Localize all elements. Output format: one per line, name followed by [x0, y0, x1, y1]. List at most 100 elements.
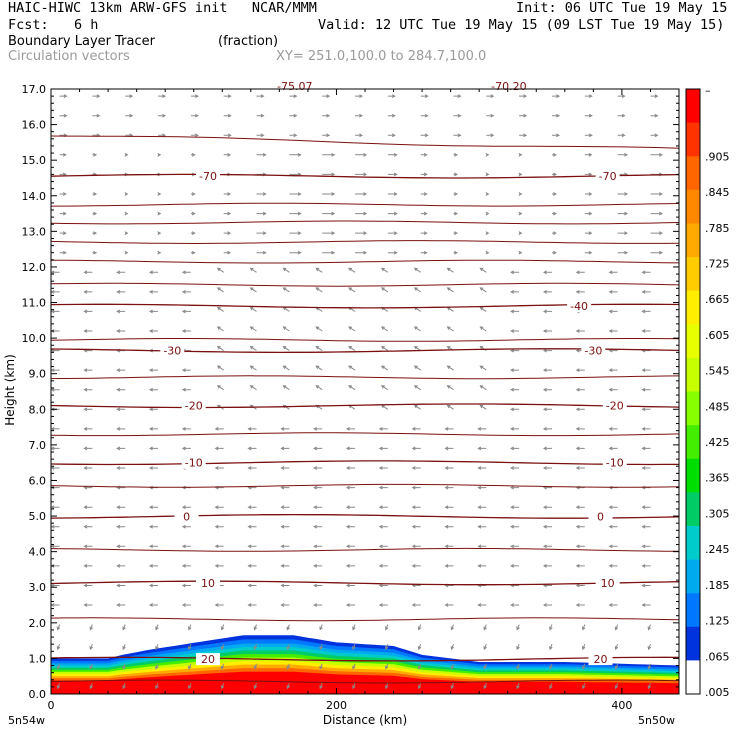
- vector-arrow-63: [122, 663, 126, 670]
- vector-arrow-201: [249, 385, 257, 391]
- colorbar-label: .845: [705, 186, 730, 199]
- vector-arrow-357: [413, 365, 421, 371]
- vector-arrow-248: [319, 683, 323, 690]
- vector-arrow-258: [313, 485, 323, 490]
- vector-arrow-465: [549, 683, 553, 690]
- vector-arrow-238: [282, 267, 290, 273]
- vector-arrow-133: [181, 505, 191, 510]
- vector-arrow-197: [247, 466, 257, 470]
- vector-arrow-144: [181, 289, 191, 294]
- isotherm-label: -10: [185, 457, 203, 470]
- vector-arrow-259: [313, 466, 323, 470]
- vector-arrow-448: [510, 407, 520, 412]
- vector-arrow-73: [116, 466, 126, 470]
- partial-contour-label: -70.20: [491, 80, 526, 93]
- field-name: Boundary Layer Tracer: [8, 34, 155, 49]
- colorbar-swatch: [686, 660, 700, 695]
- vector-arrow-64: [122, 644, 126, 651]
- isotherm-label-bg: [196, 653, 220, 666]
- vector-arrow-345: [411, 603, 421, 607]
- vector-arrow-573: [641, 387, 651, 392]
- partial-contour-label: -75.07: [277, 80, 312, 93]
- vector-arrow-173: [216, 326, 224, 332]
- vector-arrow-24: [59, 211, 67, 216]
- vector-arrow-418: [479, 385, 487, 391]
- colorbar-swatch: [686, 324, 700, 359]
- x-tick-label: 200: [326, 699, 347, 712]
- y-tick-label: 15.0: [22, 154, 47, 167]
- vector-arrow-96: [155, 624, 159, 631]
- vector-arrow-276: [322, 133, 331, 138]
- vector-arrow-565: [641, 544, 651, 549]
- forecast-label: Fcst:: [8, 17, 49, 33]
- vector-arrow-275: [322, 152, 336, 157]
- vector-arrow-354: [411, 426, 421, 431]
- vector-arrow-505: [575, 505, 585, 510]
- vector-arrow-274: [322, 172, 336, 177]
- vector-arrow-228: [280, 466, 290, 470]
- vector-arrow-148: [190, 211, 196, 216]
- vector-arrow-548: [608, 270, 618, 275]
- vector-arrow-464: [519, 94, 528, 99]
- axes: 0.0 1.0 2.0 3.0 4.0 5.0 6.0 7.0 8.0 9.0 10.0 11.0 12…: [22, 83, 680, 712]
- vector-arrow-216: [256, 94, 265, 99]
- vector-arrow-369: [420, 133, 429, 138]
- colorbar-label: .305: [705, 507, 730, 520]
- vector-arrow-291: [345, 446, 355, 451]
- vector-arrow-299: [348, 287, 356, 293]
- vector-arrow-494: [552, 113, 561, 118]
- vector-arrow-433: [486, 94, 495, 99]
- vector-arrow-321: [378, 466, 388, 470]
- vector-arrow-70: [116, 524, 126, 529]
- vector-arrow-411: [477, 524, 487, 529]
- vector-arrow-303: [355, 211, 368, 216]
- colorbar-swatch: [686, 593, 700, 628]
- isotherm-label-bg: [588, 653, 613, 666]
- vector-arrow-186: [253, 683, 258, 690]
- vector-arrow-483: [542, 329, 552, 333]
- vector-arrow-242: [289, 192, 302, 196]
- vector-arrow-178: [223, 231, 232, 236]
- vector-arrow-546: [608, 309, 618, 314]
- vector-arrow-115: [157, 250, 162, 255]
- vector-arrow-503: [575, 544, 585, 549]
- isotherm-label: -40: [570, 300, 588, 313]
- colorbar-label: .545: [705, 365, 730, 378]
- isotherm-label-bg: [595, 576, 620, 589]
- vector-arrow-260: [313, 446, 323, 451]
- temperature-contour-7: [50, 282, 680, 287]
- vector-arrow-399: [453, 152, 459, 157]
- vector-arrow-68: [116, 563, 126, 568]
- vector-arrow-185: [223, 94, 232, 99]
- vector-arrow-123: [158, 94, 167, 99]
- vector-arrow-176: [216, 267, 224, 273]
- temperature-contour-1: [50, 617, 680, 622]
- y-tick-label: 0.0: [29, 688, 47, 701]
- vector-arrow-453: [510, 309, 520, 314]
- vector-arrow-403: [483, 683, 487, 690]
- colorbar: – .905 .845 .785 .725 .665 .605 .545 .485 .425 .36…: [685, 84, 730, 699]
- vector-arrow-47: [83, 368, 93, 373]
- vector-arrow-446: [510, 446, 520, 451]
- vector-arrow-489: [552, 211, 557, 216]
- isotherm-line: [50, 656, 680, 662]
- isotherm-label: 10: [201, 577, 215, 590]
- vector-arrow-56: [92, 192, 98, 196]
- vector-arrow-87: [124, 192, 129, 196]
- isotherm-label: -30: [584, 345, 602, 358]
- vector-arrow-539: [608, 446, 618, 451]
- colorbar-label: .605: [705, 329, 730, 342]
- colorbar-swatch: [686, 156, 700, 191]
- vector-arrow-459: [518, 192, 523, 196]
- vector-arrow-139: [181, 387, 191, 392]
- vector-arrow-204: [249, 326, 257, 332]
- vector-arrow-184: [223, 113, 232, 118]
- vector-arrow-585: [650, 152, 663, 157]
- vector-arrow-15: [50, 387, 60, 392]
- vector-arrow-330: [380, 287, 389, 293]
- isotherm-line: [50, 580, 680, 586]
- vector-arrow-129: [181, 583, 191, 588]
- vector-arrow-12: [50, 446, 60, 451]
- vector-arrow-49: [83, 329, 93, 333]
- vector-arrow-460: [518, 172, 523, 177]
